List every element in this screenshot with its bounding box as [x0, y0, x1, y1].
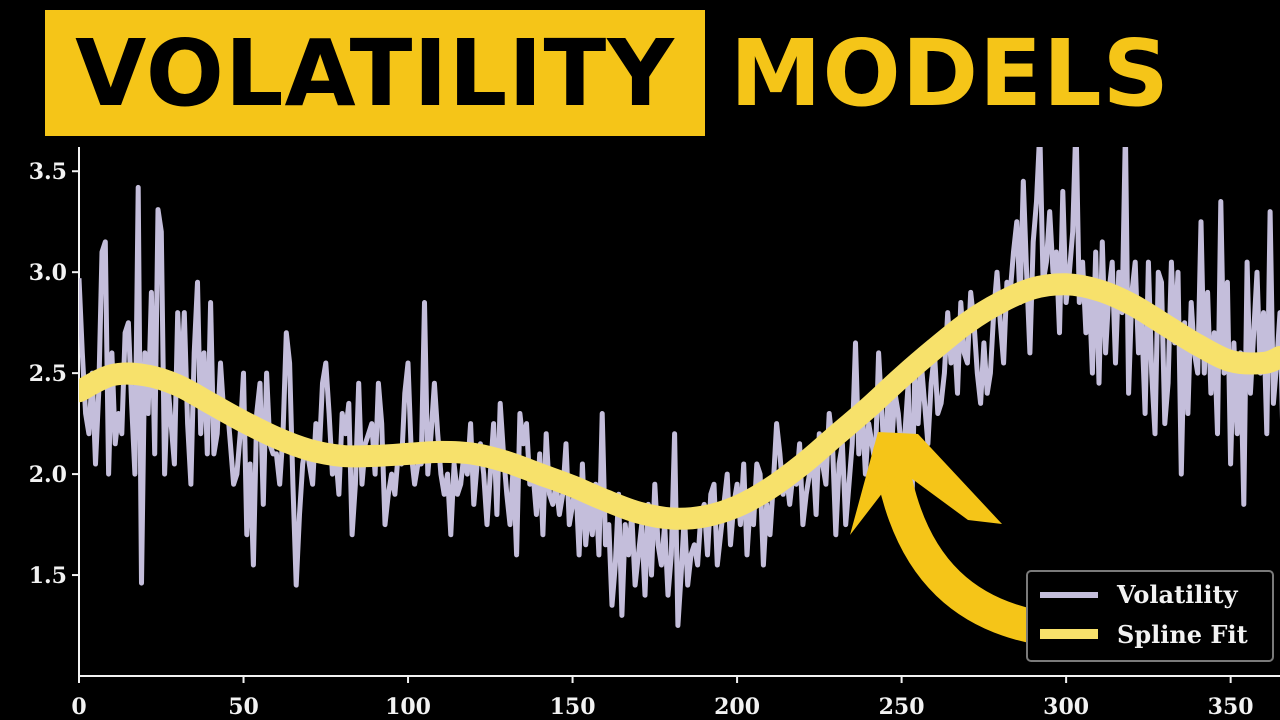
y-tick-label: 3.5 — [29, 159, 67, 185]
x-tick-label: 100 — [385, 694, 431, 720]
series-line-spline-fit — [79, 273, 1280, 530]
y-tick-label: 3.0 — [29, 260, 67, 286]
chart-axes: 1.5 2.0 2.5 3.0 3.5 0 50 100 150 200 250 300 350 — [29, 147, 1280, 720]
legend-label-spline: Spline Fit — [1117, 620, 1248, 649]
title-highlight-box — [45, 10, 705, 136]
chart-legend: Volatility Spline Fit — [1026, 570, 1274, 662]
x-tick-label: 300 — [1043, 694, 1089, 720]
series-line-volatility — [79, 147, 1280, 628]
legend-label-volatility: Volatility — [1116, 580, 1239, 609]
y-tick-label: 1.5 — [29, 563, 67, 589]
x-tick-label: 250 — [879, 694, 925, 720]
y-tick-label: 2.0 — [29, 462, 67, 488]
arrow-head — [850, 432, 1002, 535]
x-tick-label: 0 — [71, 694, 86, 720]
x-tick-label: 50 — [228, 694, 259, 720]
title-word-volatility: VOLATILITY — [75, 19, 675, 127]
y-tick-label: 2.5 — [29, 361, 67, 387]
chart-series — [79, 147, 1280, 628]
x-tick-label: 150 — [550, 694, 596, 720]
x-tick-label: 200 — [714, 694, 760, 720]
title-word-models: MODELS — [730, 19, 1170, 127]
x-tick-label: 350 — [1208, 694, 1254, 720]
